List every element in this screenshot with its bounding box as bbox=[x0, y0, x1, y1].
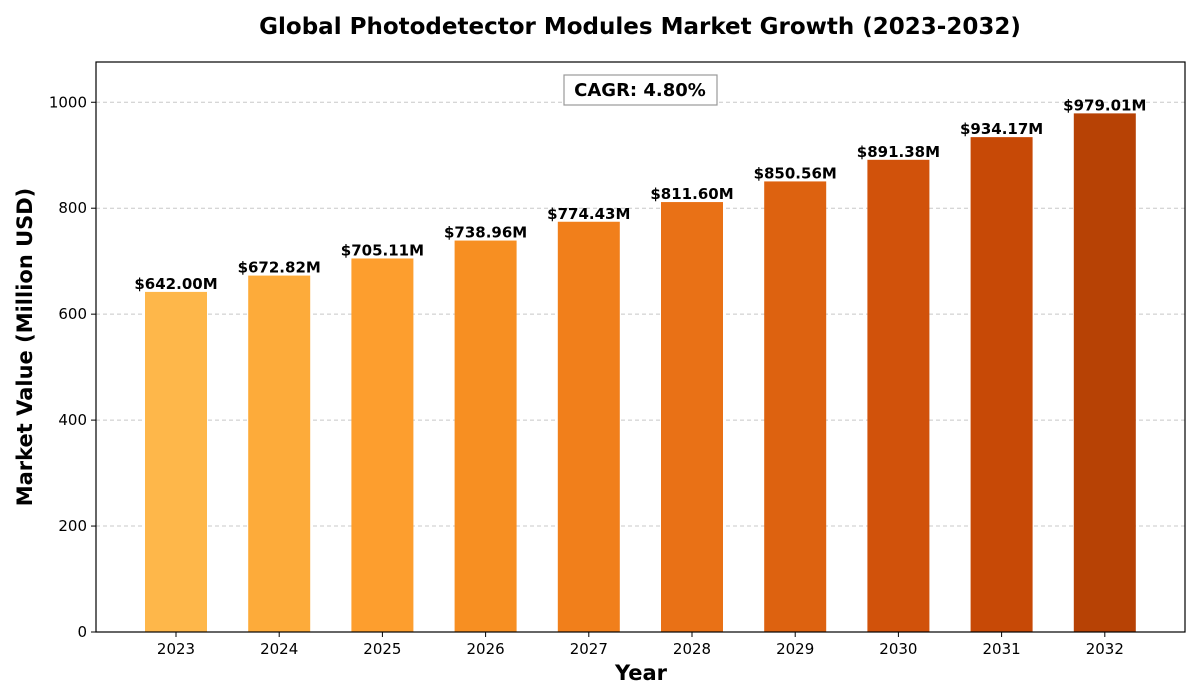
y-tick-label: 1000 bbox=[49, 93, 87, 111]
cagr-label: CAGR: 4.80% bbox=[574, 80, 706, 101]
data-labels: $642.00M $672.82M $705.11M $738.96M $774.43M… bbox=[134, 96, 1146, 293]
y-tick-label: 600 bbox=[58, 305, 87, 323]
bar-2025 bbox=[351, 258, 414, 632]
chart-title: Global Photodetector Modules Market Grow… bbox=[259, 14, 1021, 40]
y-axis-label: Market Value (Million USD) bbox=[13, 188, 37, 507]
x-tick-label: 2026 bbox=[467, 640, 505, 658]
data-label-2030: $891.38M bbox=[857, 143, 940, 161]
y-tick-label: 800 bbox=[58, 199, 87, 217]
bar-2027 bbox=[557, 221, 620, 632]
y-tick-label: 0 bbox=[77, 623, 87, 641]
x-axis-label: Year bbox=[614, 661, 668, 685]
bar-2024 bbox=[248, 275, 311, 632]
x-axis-ticks: 2023 2024 2025 2026 2027 2028 2029 2030 2031 2032 bbox=[157, 632, 1124, 658]
x-tick-label: 2028 bbox=[673, 640, 711, 658]
data-label-2031: $934.17M bbox=[960, 120, 1043, 138]
data-label-2025: $705.11M bbox=[341, 241, 424, 259]
x-tick-label: 2029 bbox=[776, 640, 814, 658]
bar-2030 bbox=[867, 159, 930, 633]
bar-2028 bbox=[661, 202, 723, 632]
x-tick-label: 2031 bbox=[983, 640, 1021, 658]
bar-2029 bbox=[764, 181, 827, 632]
x-tick-label: 2032 bbox=[1086, 640, 1124, 658]
bars bbox=[145, 113, 1136, 633]
y-axis-ticks: 0 200 400 600 800 1000 bbox=[49, 93, 96, 641]
data-label-2029: $850.56M bbox=[754, 164, 837, 182]
y-tick-label: 200 bbox=[58, 517, 87, 535]
y-tick-label: 400 bbox=[58, 411, 87, 429]
bar-2031 bbox=[970, 137, 1033, 632]
cagr-box bbox=[563, 74, 718, 106]
x-tick-label: 2023 bbox=[157, 640, 195, 658]
bar-2026 bbox=[454, 240, 517, 632]
bar-2032 bbox=[1073, 113, 1136, 633]
plot-frame bbox=[95, 61, 1186, 633]
data-label-2023: $642.00M bbox=[134, 275, 217, 293]
x-tick-label: 2027 bbox=[570, 640, 608, 658]
bar-2023 bbox=[145, 291, 207, 632]
x-tick-label: 2025 bbox=[363, 640, 401, 658]
data-label-2026: $738.96M bbox=[444, 224, 527, 242]
data-label-2028: $811.60M bbox=[650, 185, 733, 203]
x-tick-label: 2024 bbox=[260, 640, 298, 658]
x-tick-label: 2030 bbox=[879, 640, 917, 658]
data-label-2024: $672.82M bbox=[238, 259, 321, 277]
data-label-2032: $979.01M bbox=[1063, 96, 1146, 114]
cagr-annotation: CAGR: 4.80% bbox=[563, 74, 718, 106]
data-label-2027: $774.43M bbox=[547, 205, 630, 223]
